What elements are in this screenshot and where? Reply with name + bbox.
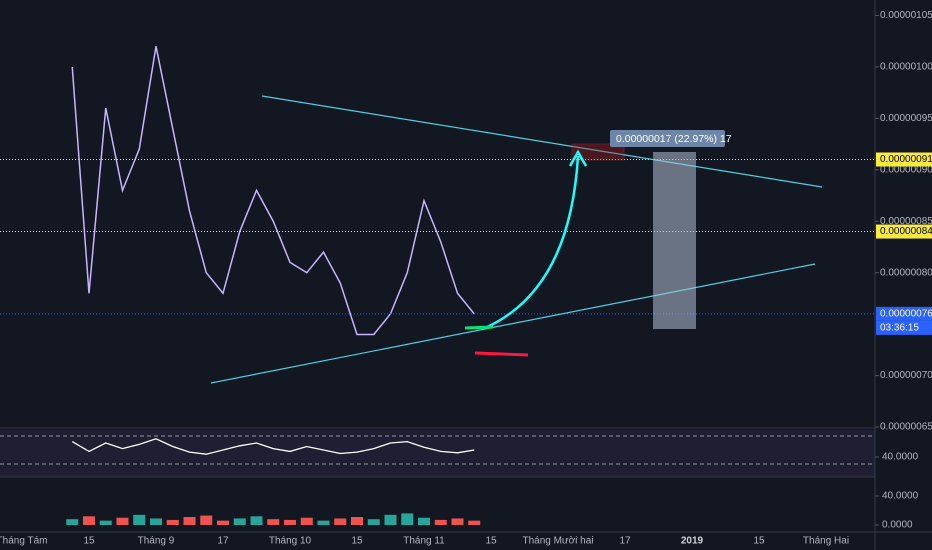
- volume-bar: [317, 520, 330, 525]
- drawings: 0.00000017 (22.97%) 17: [210, 95, 823, 384]
- x-tick-label: 17: [217, 536, 229, 547]
- annotation: 0.00000017 (22.97%) 17: [616, 133, 732, 145]
- x-tick-label: Tháng Tám: [0, 536, 47, 547]
- level-label: 0.00000084: [880, 226, 932, 237]
- volume-bar: [183, 517, 196, 525]
- y-tick-label: 0.00000100: [880, 62, 932, 73]
- volume-bar: [267, 519, 280, 525]
- x-tick-label: 2019: [681, 536, 704, 547]
- trend-line: [261, 95, 823, 188]
- volume-bar: [284, 519, 296, 525]
- volume-bar: [434, 519, 447, 525]
- volume-bar: [99, 520, 112, 525]
- x-tick-label: 17: [619, 536, 631, 547]
- y-tick-label: 40.0000: [882, 491, 919, 502]
- volume-bar: [334, 518, 347, 525]
- y-tick-label: 0.00000080: [880, 267, 932, 278]
- marker-line: [464, 325, 494, 330]
- volume-bar: [133, 514, 146, 525]
- trend-line: [210, 263, 816, 384]
- price-line: [71, 46, 475, 336]
- volume-bar: [384, 514, 397, 525]
- volume-bar: [451, 518, 464, 525]
- volume-bar: [367, 519, 380, 525]
- x-tick-label: Tháng Hai: [803, 536, 849, 547]
- x-tick-label: 15: [83, 536, 95, 547]
- y-tick-label: 0.00000090: [880, 164, 932, 175]
- volume-bar: [200, 515, 213, 525]
- level-label: 0.00000076: [880, 309, 932, 320]
- volume-bar: [150, 518, 162, 525]
- countdown: 03:36:15: [880, 323, 919, 334]
- annotation-box: [610, 130, 725, 147]
- projection-box: [653, 152, 696, 329]
- volume-bar: [468, 520, 481, 525]
- marker-line: [474, 351, 529, 357]
- volume-bar: [217, 520, 229, 525]
- y-tick-label: 0.00000105: [880, 10, 932, 21]
- y-tick-label: 0.00000085: [880, 216, 932, 227]
- x-tick-label: Tháng Mười hai: [522, 536, 593, 547]
- volume-bar: [233, 518, 246, 525]
- volume-bar: [418, 517, 430, 525]
- x-tick-label: 15: [351, 536, 363, 547]
- target-box: [571, 143, 625, 161]
- x-tick-label: 15: [485, 536, 497, 547]
- arrow: [484, 155, 580, 330]
- y-tick-label: 40.0000: [882, 452, 919, 463]
- volume-bar: [66, 519, 79, 525]
- level-label-bg: [876, 152, 932, 167]
- volume-bar: [83, 516, 95, 525]
- arrow-head: [568, 149, 588, 167]
- volume-bar: [401, 513, 414, 525]
- volume-bar: [300, 517, 313, 525]
- level-label-bg: [876, 306, 932, 321]
- x-tick-label: Tháng 10: [269, 536, 312, 547]
- rsi-line: [71, 438, 475, 455]
- x-tick-label: Tháng 11: [403, 536, 445, 547]
- volume-bar: [166, 519, 179, 525]
- rsi-pane-bg: [0, 430, 875, 477]
- y-tick-label: 0.00000070: [880, 370, 932, 381]
- countdown-bg: [876, 320, 932, 335]
- volume-bar: [351, 517, 363, 525]
- volume-bar: [116, 517, 129, 525]
- level-label-bg: [876, 224, 932, 239]
- x-tick-label: Tháng 9: [138, 536, 175, 547]
- y-tick-label: 0.00000095: [880, 113, 932, 124]
- y-tick-label: 0.0000: [882, 520, 913, 531]
- volume-bar: [250, 516, 263, 525]
- level-label: 0.00000091: [880, 154, 932, 165]
- y-tick-label: 0.00000065: [880, 422, 932, 433]
- x-tick-label: 15: [753, 536, 765, 547]
